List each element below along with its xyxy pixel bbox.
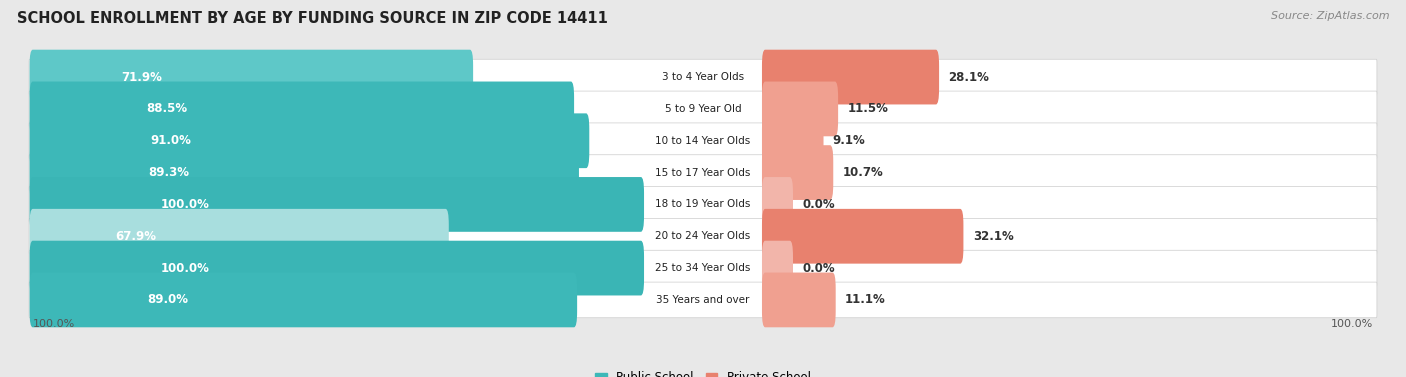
Text: 15 to 17 Year Olds: 15 to 17 Year Olds <box>655 168 751 178</box>
Text: 100.0%: 100.0% <box>160 262 209 274</box>
FancyBboxPatch shape <box>30 145 579 200</box>
Text: 89.0%: 89.0% <box>148 293 188 307</box>
Text: 88.5%: 88.5% <box>146 103 188 115</box>
FancyBboxPatch shape <box>30 250 1376 286</box>
FancyBboxPatch shape <box>30 91 1376 127</box>
FancyBboxPatch shape <box>30 282 1376 318</box>
Text: 0.0%: 0.0% <box>803 262 835 274</box>
Text: 3 to 4 Year Olds: 3 to 4 Year Olds <box>662 72 744 82</box>
Text: 0.0%: 0.0% <box>803 198 835 211</box>
Text: Source: ZipAtlas.com: Source: ZipAtlas.com <box>1271 11 1389 21</box>
Text: 89.3%: 89.3% <box>148 166 188 179</box>
FancyBboxPatch shape <box>30 81 574 136</box>
FancyBboxPatch shape <box>762 145 834 200</box>
Text: 100.0%: 100.0% <box>32 319 75 329</box>
FancyBboxPatch shape <box>762 241 793 296</box>
FancyBboxPatch shape <box>762 50 939 104</box>
Text: 11.1%: 11.1% <box>845 293 886 307</box>
FancyBboxPatch shape <box>30 218 1376 254</box>
Text: 100.0%: 100.0% <box>160 198 209 211</box>
Text: 5 to 9 Year Old: 5 to 9 Year Old <box>665 104 741 114</box>
Text: 11.5%: 11.5% <box>848 103 889 115</box>
Text: 10 to 14 Year Olds: 10 to 14 Year Olds <box>655 136 751 146</box>
FancyBboxPatch shape <box>762 81 838 136</box>
FancyBboxPatch shape <box>30 113 589 168</box>
FancyBboxPatch shape <box>30 123 1376 159</box>
Text: 67.9%: 67.9% <box>115 230 156 243</box>
FancyBboxPatch shape <box>30 241 644 296</box>
Text: 25 to 34 Year Olds: 25 to 34 Year Olds <box>655 263 751 273</box>
Text: 20 to 24 Year Olds: 20 to 24 Year Olds <box>655 231 751 241</box>
FancyBboxPatch shape <box>30 177 644 232</box>
Legend: Public School, Private School: Public School, Private School <box>591 366 815 377</box>
FancyBboxPatch shape <box>30 50 472 104</box>
Text: 10.7%: 10.7% <box>842 166 883 179</box>
Text: 91.0%: 91.0% <box>150 134 191 147</box>
Text: 71.9%: 71.9% <box>121 70 163 84</box>
FancyBboxPatch shape <box>30 273 576 327</box>
Text: SCHOOL ENROLLMENT BY AGE BY FUNDING SOURCE IN ZIP CODE 14411: SCHOOL ENROLLMENT BY AGE BY FUNDING SOUR… <box>17 11 607 26</box>
FancyBboxPatch shape <box>30 59 1376 95</box>
Text: 18 to 19 Year Olds: 18 to 19 Year Olds <box>655 199 751 209</box>
Text: 28.1%: 28.1% <box>949 70 990 84</box>
FancyBboxPatch shape <box>30 209 449 264</box>
FancyBboxPatch shape <box>762 209 963 264</box>
FancyBboxPatch shape <box>762 177 793 232</box>
FancyBboxPatch shape <box>762 273 835 327</box>
Text: 35 Years and over: 35 Years and over <box>657 295 749 305</box>
Text: 100.0%: 100.0% <box>1331 319 1374 329</box>
Text: 9.1%: 9.1% <box>832 134 866 147</box>
FancyBboxPatch shape <box>762 113 824 168</box>
Text: 32.1%: 32.1% <box>973 230 1014 243</box>
FancyBboxPatch shape <box>30 187 1376 222</box>
FancyBboxPatch shape <box>30 155 1376 190</box>
